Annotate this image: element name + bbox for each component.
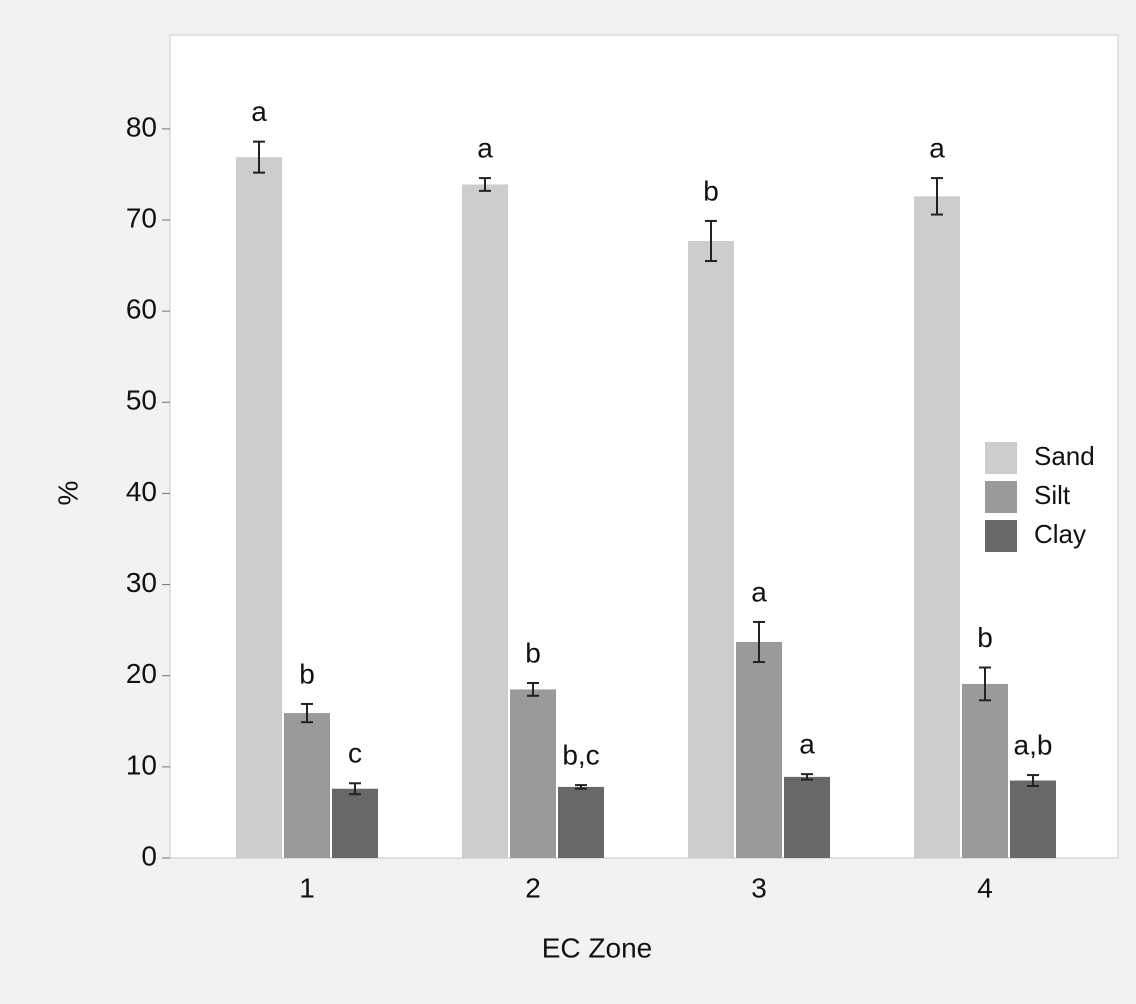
legend-swatch — [985, 481, 1017, 513]
y-tick-label: 10 — [126, 749, 157, 780]
significance-label: a — [929, 132, 945, 163]
error-bar — [979, 666, 991, 702]
significance-label: a — [251, 96, 267, 127]
significance-label: a — [477, 132, 493, 163]
y-tick-label: 0 — [141, 840, 157, 871]
significance-label: c — [348, 738, 362, 769]
x-tick-label: 4 — [977, 872, 993, 903]
bar — [962, 683, 1008, 858]
bar — [558, 786, 604, 858]
bar — [510, 689, 556, 858]
error-bar — [349, 782, 361, 796]
error-bar — [1027, 774, 1039, 787]
error-bar — [301, 702, 313, 724]
error-bar — [931, 177, 943, 216]
y-tick-label: 80 — [126, 111, 157, 142]
significance-label: a — [799, 729, 815, 760]
bar — [236, 157, 282, 858]
y-tick-label: 50 — [126, 385, 157, 416]
y-tick-label: 40 — [126, 476, 157, 507]
bar — [784, 776, 830, 858]
y-tick-label: 60 — [126, 294, 157, 325]
error-bar — [253, 140, 265, 174]
legend-swatch — [985, 520, 1017, 552]
significance-label: b — [299, 658, 315, 689]
significance-label: a — [751, 576, 767, 607]
significance-label: a,b — [1014, 729, 1053, 760]
x-axis-title: EC Zone — [542, 932, 653, 963]
y-tick-label: 20 — [126, 658, 157, 689]
significance-label: b — [703, 175, 719, 206]
significance-label: b,c — [562, 739, 599, 770]
bar — [736, 641, 782, 858]
bar — [284, 713, 330, 858]
bar — [914, 196, 960, 858]
error-bar — [801, 773, 813, 781]
y-tick-label: 30 — [126, 567, 157, 598]
error-bar — [527, 682, 539, 697]
legend-label: Silt — [1034, 480, 1071, 510]
bar — [1010, 780, 1056, 858]
legend-label: Clay — [1034, 519, 1086, 549]
error-bar — [479, 177, 491, 192]
y-axis-title: % — [52, 481, 83, 506]
x-tick-label: 1 — [299, 872, 315, 903]
y-tick-label: 70 — [126, 202, 157, 233]
significance-label: b — [977, 622, 993, 653]
bar — [332, 788, 378, 858]
legend-swatch — [985, 442, 1017, 474]
error-bar — [753, 620, 765, 664]
significance-label: b — [525, 637, 541, 668]
legend-label: Sand — [1034, 441, 1095, 471]
bar — [462, 184, 508, 859]
bar — [688, 240, 734, 858]
x-tick-label: 2 — [525, 872, 541, 903]
error-bar — [705, 219, 717, 263]
x-tick-label: 3 — [751, 872, 767, 903]
error-bar — [575, 784, 587, 790]
